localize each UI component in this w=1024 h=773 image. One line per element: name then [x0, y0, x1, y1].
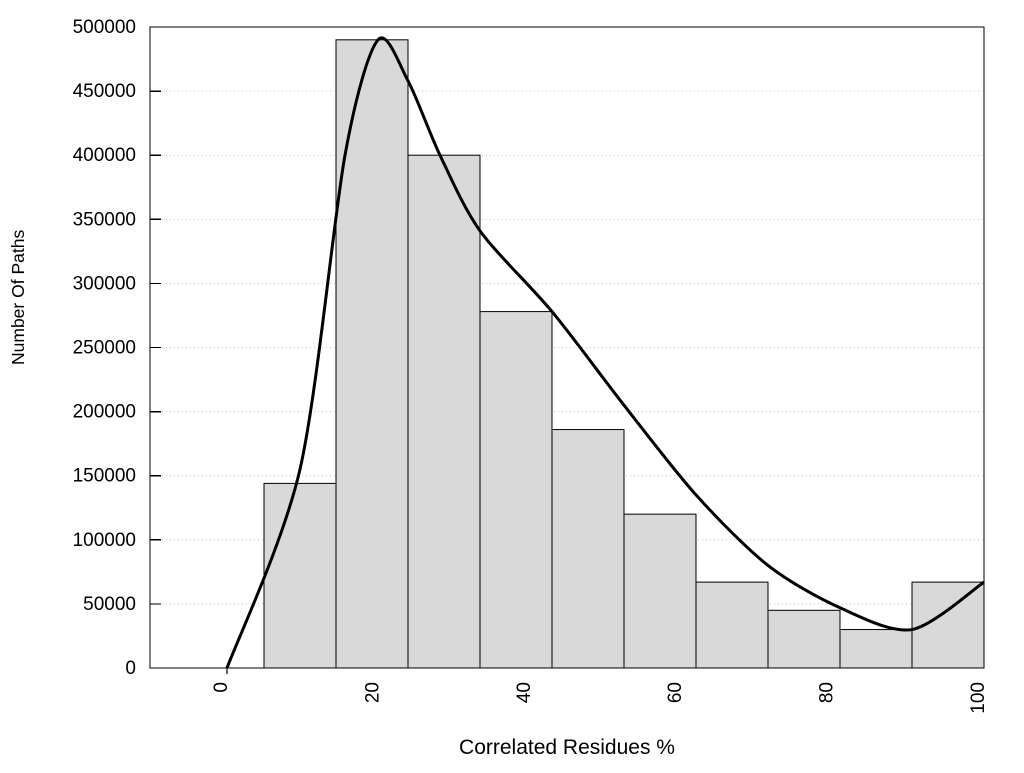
- svg-text:80: 80: [817, 682, 838, 703]
- svg-text:50000: 50000: [83, 594, 136, 615]
- svg-text:20: 20: [362, 682, 383, 703]
- svg-text:0: 0: [211, 682, 232, 693]
- svg-text:60: 60: [665, 682, 686, 703]
- svg-text:100000: 100000: [73, 530, 136, 551]
- svg-text:40: 40: [514, 682, 535, 703]
- svg-text:500000: 500000: [73, 17, 136, 38]
- svg-text:150000: 150000: [73, 466, 136, 487]
- svg-text:300000: 300000: [73, 273, 136, 294]
- svg-text:250000: 250000: [73, 338, 136, 359]
- svg-text:450000: 450000: [73, 81, 136, 102]
- svg-text:400000: 400000: [73, 145, 136, 166]
- svg-text:350000: 350000: [73, 209, 136, 230]
- svg-text:0: 0: [125, 658, 136, 679]
- svg-text:200000: 200000: [73, 402, 136, 423]
- svg-text:100: 100: [968, 682, 989, 714]
